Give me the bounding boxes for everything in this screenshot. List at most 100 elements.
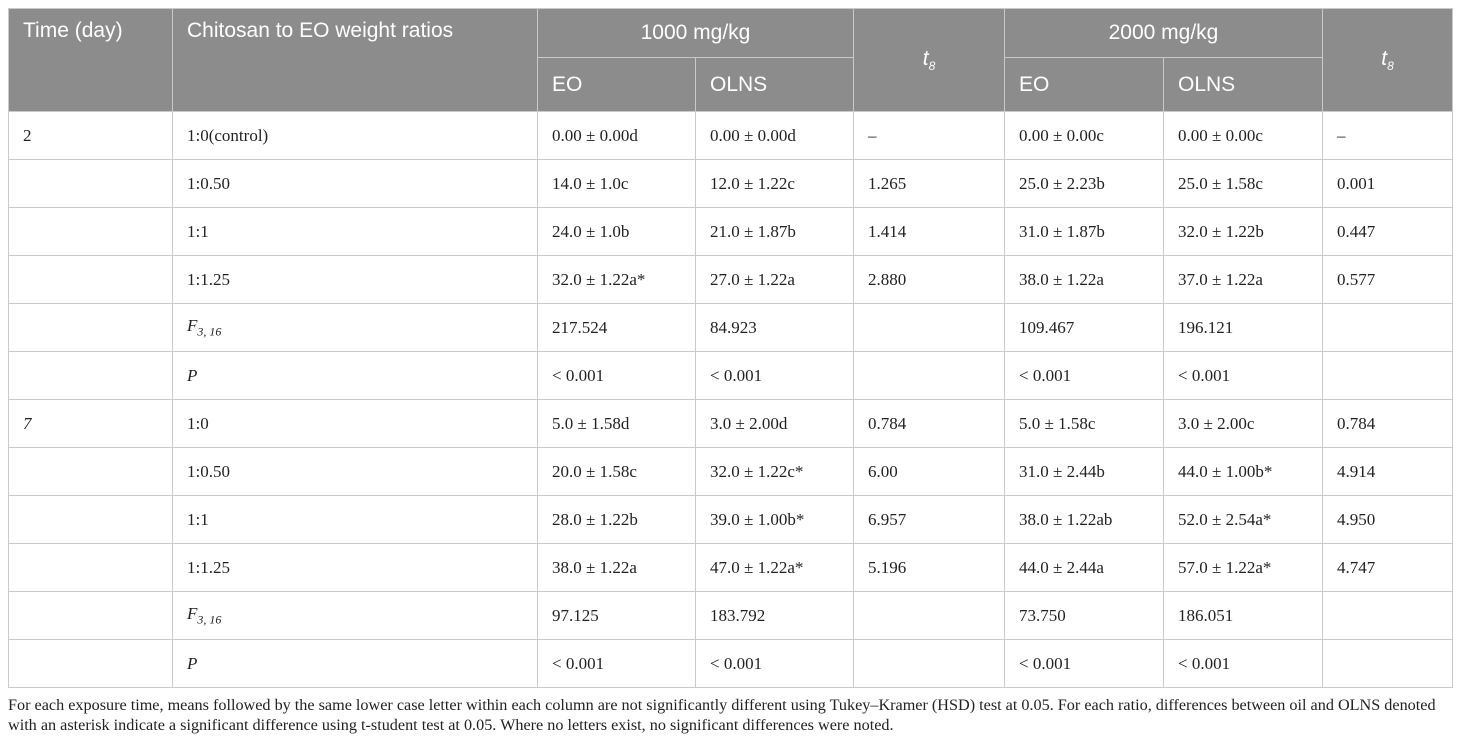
- cell-time: [8, 495, 173, 544]
- cell-t8-1000: 0.784: [853, 399, 1005, 448]
- stat-symbol: F: [187, 603, 198, 623]
- cell-olns-2000: < 0.001: [1163, 639, 1323, 688]
- cell-olns-1000: 21.0 ± 1.87b: [695, 207, 854, 256]
- header-dose-1000: 1000 mg/kg: [537, 8, 854, 58]
- cell-eo-2000: 31.0 ± 2.44b: [1004, 447, 1164, 496]
- cell-ratio: F3, 16: [172, 591, 538, 640]
- table-row: 1:1 24.0 ± 1.0b 21.0 ± 1.87b 1.414 31.0 ± 1.…: [8, 207, 1453, 256]
- header-time: Time (day): [8, 8, 173, 112]
- cell-t8-1000: [853, 639, 1005, 688]
- cell-olns-2000: < 0.001: [1163, 351, 1323, 400]
- cell-time: [8, 351, 173, 400]
- header-ratio: Chitosan to EO weight ratios: [172, 8, 538, 112]
- t8-base: t: [1381, 46, 1388, 70]
- cell-eo-2000: 109.467: [1004, 303, 1164, 352]
- cell-t8-2000: 0.577: [1322, 255, 1453, 304]
- table-row: P < 0.001 < 0.001 < 0.001 < 0.001: [8, 639, 1453, 688]
- cell-ratio: 1:1.25: [172, 543, 538, 592]
- cell-eo-2000: 0.00 ± 0.00c: [1004, 111, 1164, 160]
- cell-t8-1000: [853, 591, 1005, 640]
- cell-eo-2000: < 0.001: [1004, 351, 1164, 400]
- header-eo-1: EO: [537, 57, 696, 112]
- table-row: 1:0.50 20.0 ± 1.58c 32.0 ± 1.22c* 6.00 31.0 …: [8, 447, 1453, 496]
- header-dose-2000: 2000 mg/kg: [1004, 8, 1323, 58]
- cell-olns-2000: 0.00 ± 0.00c: [1163, 111, 1323, 160]
- table-row: F3, 16 217.524 84.923 109.467 196.121: [8, 303, 1453, 352]
- table-row: 1:1.25 38.0 ± 1.22a 47.0 ± 1.22a* 5.196 44.0…: [8, 543, 1453, 592]
- cell-t8-2000: [1322, 351, 1453, 400]
- t8-sub: 8: [928, 59, 936, 74]
- table-row: 1:0.50 14.0 ± 1.0c 12.0 ± 1.22c 1.265 25.0 ±…: [8, 159, 1453, 208]
- cell-t8-1000: 1.414: [853, 207, 1005, 256]
- cell-t8-1000: 2.880: [853, 255, 1005, 304]
- cell-olns-2000: 52.0 ± 2.54a*: [1163, 495, 1323, 544]
- cell-eo-1000: 0.00 ± 0.00d: [537, 111, 696, 160]
- cell-olns-2000: 37.0 ± 1.22a: [1163, 255, 1323, 304]
- cell-olns-1000: 32.0 ± 1.22c*: [695, 447, 854, 496]
- header-eo-2: EO: [1004, 57, 1164, 112]
- cell-olns-2000: 57.0 ± 1.22a*: [1163, 543, 1323, 592]
- cell-ratio: 1:0.50: [172, 159, 538, 208]
- cell-olns-1000: 12.0 ± 1.22c: [695, 159, 854, 208]
- cell-time: 7: [8, 399, 173, 448]
- cell-ratio: 1:1.25: [172, 255, 538, 304]
- table-body: 2 1:0(control) 0.00 ± 0.00d 0.00 ± 0.00d –0.…: [8, 111, 1453, 688]
- cell-eo-2000: 38.0 ± 1.22a: [1004, 255, 1164, 304]
- cell-eo-1000: 97.125: [537, 591, 696, 640]
- cell-t8-2000: 4.747: [1322, 543, 1453, 592]
- cell-time: 2: [8, 111, 173, 160]
- table-row: 1:1 28.0 ± 1.22b 39.0 ± 1.00b* 6.957 38.0 ± …: [8, 495, 1453, 544]
- header-olns-2: OLNS: [1163, 57, 1323, 112]
- cell-t8-2000: –: [1322, 111, 1453, 160]
- cell-t8-1000: 6.957: [853, 495, 1005, 544]
- header-t8-2: t8: [1322, 8, 1453, 112]
- cell-ratio: F3, 16: [172, 303, 538, 352]
- cell-t8-2000: 4.914: [1322, 447, 1453, 496]
- stat-subscript: 3, 16: [197, 324, 222, 339]
- cell-eo-1000: 28.0 ± 1.22b: [537, 495, 696, 544]
- cell-olns-1000: 84.923: [695, 303, 854, 352]
- cell-olns-2000: 3.0 ± 2.00c: [1163, 399, 1323, 448]
- t8-sub: 8: [1387, 59, 1394, 74]
- cell-eo-2000: 5.0 ± 1.58c: [1004, 399, 1164, 448]
- table-row: 2 1:0(control) 0.00 ± 0.00d 0.00 ± 0.00d –0.…: [8, 111, 1453, 160]
- cell-eo-1000: 14.0 ± 1.0c: [537, 159, 696, 208]
- cell-time: [8, 159, 173, 208]
- cell-t8-1000: 1.265: [853, 159, 1005, 208]
- cell-t8-2000: 4.950: [1322, 495, 1453, 544]
- cell-eo-1000: 32.0 ± 1.22a*: [537, 255, 696, 304]
- cell-t8-2000: 0.447: [1322, 207, 1453, 256]
- table-footnote: For each exposure time, means followed b…: [8, 696, 1436, 734]
- cell-t8-2000: [1322, 591, 1453, 640]
- cell-ratio: 1:1: [172, 495, 538, 544]
- cell-eo-2000: 38.0 ± 1.22ab: [1004, 495, 1164, 544]
- cell-t8-1000: 6.00: [853, 447, 1005, 496]
- results-table: Time (day) Chitosan to EO weight ratios …: [8, 8, 1453, 688]
- cell-ratio: P: [172, 351, 538, 400]
- cell-olns-1000: < 0.001: [695, 639, 854, 688]
- stat-symbol: F: [187, 315, 198, 335]
- cell-olns-2000: 186.051: [1163, 591, 1323, 640]
- cell-time: [8, 207, 173, 256]
- cell-olns-2000: 32.0 ± 1.22b: [1163, 207, 1323, 256]
- table-row: 7 1:0 5.0 ± 1.58d 3.0 ± 2.00d 0.784 5.0 ± 1.5…: [8, 399, 1453, 448]
- cell-eo-2000: 73.750: [1004, 591, 1164, 640]
- cell-olns-1000: < 0.001: [695, 351, 854, 400]
- table-container: Time (day) Chitosan to EO weight ratios …: [8, 8, 1453, 688]
- cell-olns-1000: 183.792: [695, 591, 854, 640]
- header-row-2: EO OLNS EO OLNS: [9, 57, 1453, 112]
- cell-olns-2000: 44.0 ± 1.00b*: [1163, 447, 1323, 496]
- cell-eo-1000: < 0.001: [537, 351, 696, 400]
- cell-eo-1000: 38.0 ± 1.22a: [537, 543, 696, 592]
- cell-olns-1000: 47.0 ± 1.22a*: [695, 543, 854, 592]
- cell-olns-1000: 39.0 ± 1.00b*: [695, 495, 854, 544]
- cell-eo-2000: 31.0 ± 1.87b: [1004, 207, 1164, 256]
- cell-eo-2000: 44.0 ± 2.44a: [1004, 543, 1164, 592]
- cell-ratio: 1:0(control): [172, 111, 538, 160]
- cell-time: [8, 591, 173, 640]
- table-row: F3, 16 97.125 183.792 73.750 186.051: [8, 591, 1453, 640]
- cell-time: [8, 255, 173, 304]
- cell-olns-2000: 25.0 ± 1.58c: [1163, 159, 1323, 208]
- cell-t8-1000: 5.196: [853, 543, 1005, 592]
- cell-eo-2000: 25.0 ± 2.23b: [1004, 159, 1164, 208]
